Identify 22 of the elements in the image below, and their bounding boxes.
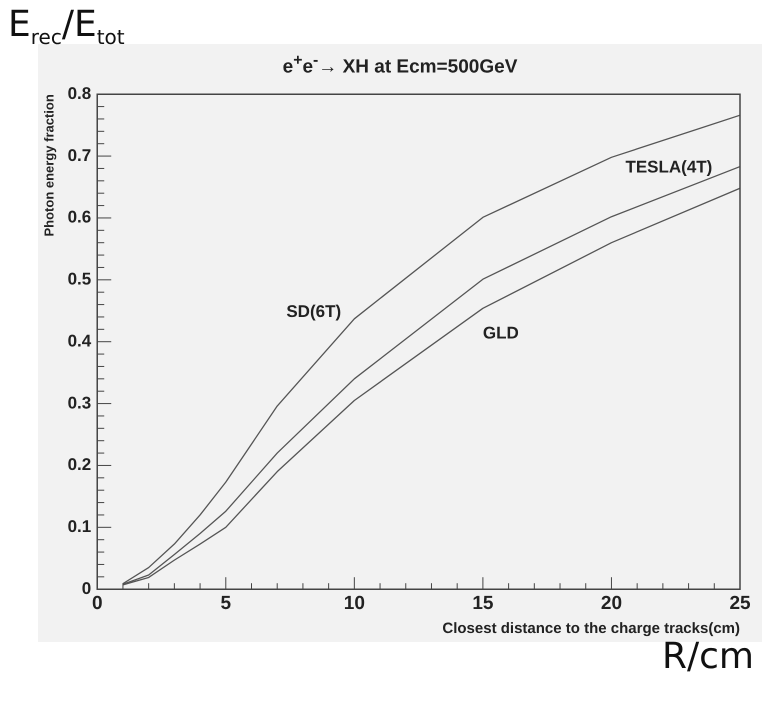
y-tick-label: 0.4 (68, 331, 92, 350)
x-tick-label: 5 (220, 592, 232, 614)
x-tick-label: 10 (344, 592, 365, 614)
y-tick-label: 0.6 (68, 208, 92, 227)
series-label: SD(6T) (286, 302, 342, 321)
y-tick-label: 0.1 (68, 517, 92, 536)
text: E$_{rec}$/E$_{tot}$ (8, 4, 125, 50)
series-label: GLD (482, 323, 519, 342)
y-tick-label: 0.7 (68, 146, 92, 165)
series-label: TESLA(4T) (625, 158, 712, 177)
y-tick-label: 0.2 (68, 455, 92, 474)
y-tick-label: 0.8 (68, 84, 92, 103)
y-tick-label: 0 (82, 578, 92, 598)
x-axis-title: Closest distance to the charge tracks(cm) (442, 620, 740, 638)
x-tick-label: 15 (472, 592, 494, 614)
y-axis-title: Photon energy fraction (41, 94, 56, 236)
x-tick-label: 20 (600, 592, 622, 614)
chart-title: e$^{+}$e$^{-}$→ XH at Ecm=500GeV (282, 52, 518, 78)
y-tick-label: 0.3 (68, 393, 92, 412)
text: R/cm (662, 636, 754, 677)
y-tick-label: 0.5 (68, 270, 92, 289)
x-tick-label: 25 (729, 592, 751, 614)
